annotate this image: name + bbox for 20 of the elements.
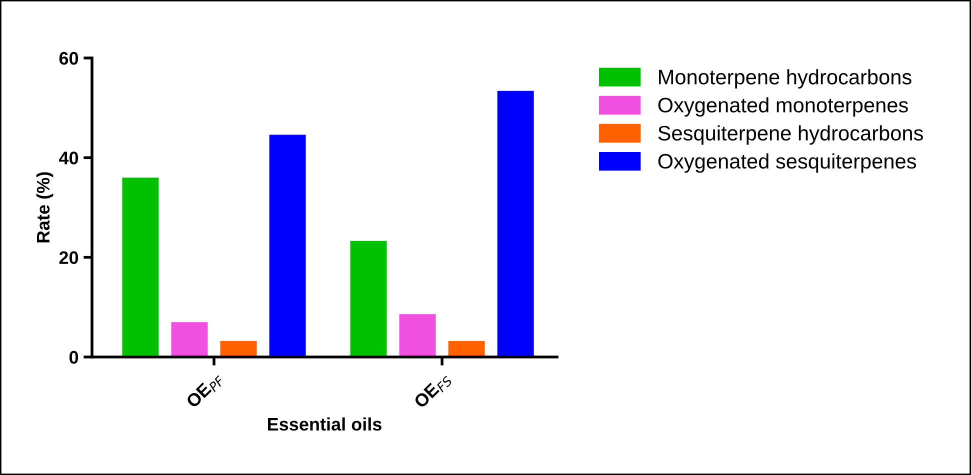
y-tick-label: 60 xyxy=(59,52,78,65)
bar xyxy=(497,90,534,357)
y-axis-title: Rate (%) xyxy=(36,172,54,242)
bar xyxy=(269,134,306,357)
bar xyxy=(122,178,159,357)
legend-label: Sesquiterpene hydrocarbons xyxy=(658,125,923,145)
x-axis-title: Essential oils xyxy=(268,417,382,431)
x-tick-label: OE$_{PF}$ xyxy=(185,370,226,410)
y-tick-label: 40 xyxy=(59,152,78,164)
legend-label: Oxygenated sesquiterpenes xyxy=(658,153,916,173)
bar xyxy=(399,314,436,357)
bar xyxy=(448,341,485,357)
y-tick-label: 0 xyxy=(69,350,78,364)
bar xyxy=(220,341,257,357)
legend-label: Monoterpene hydrocarbons xyxy=(659,69,912,89)
legend-label: Oxygenated monoterpenes xyxy=(658,97,908,117)
y-tick-label: 20 xyxy=(59,251,78,264)
bar xyxy=(350,240,387,357)
bar xyxy=(171,322,208,357)
x-tick-label: OE$_{FS}$ xyxy=(413,371,453,411)
